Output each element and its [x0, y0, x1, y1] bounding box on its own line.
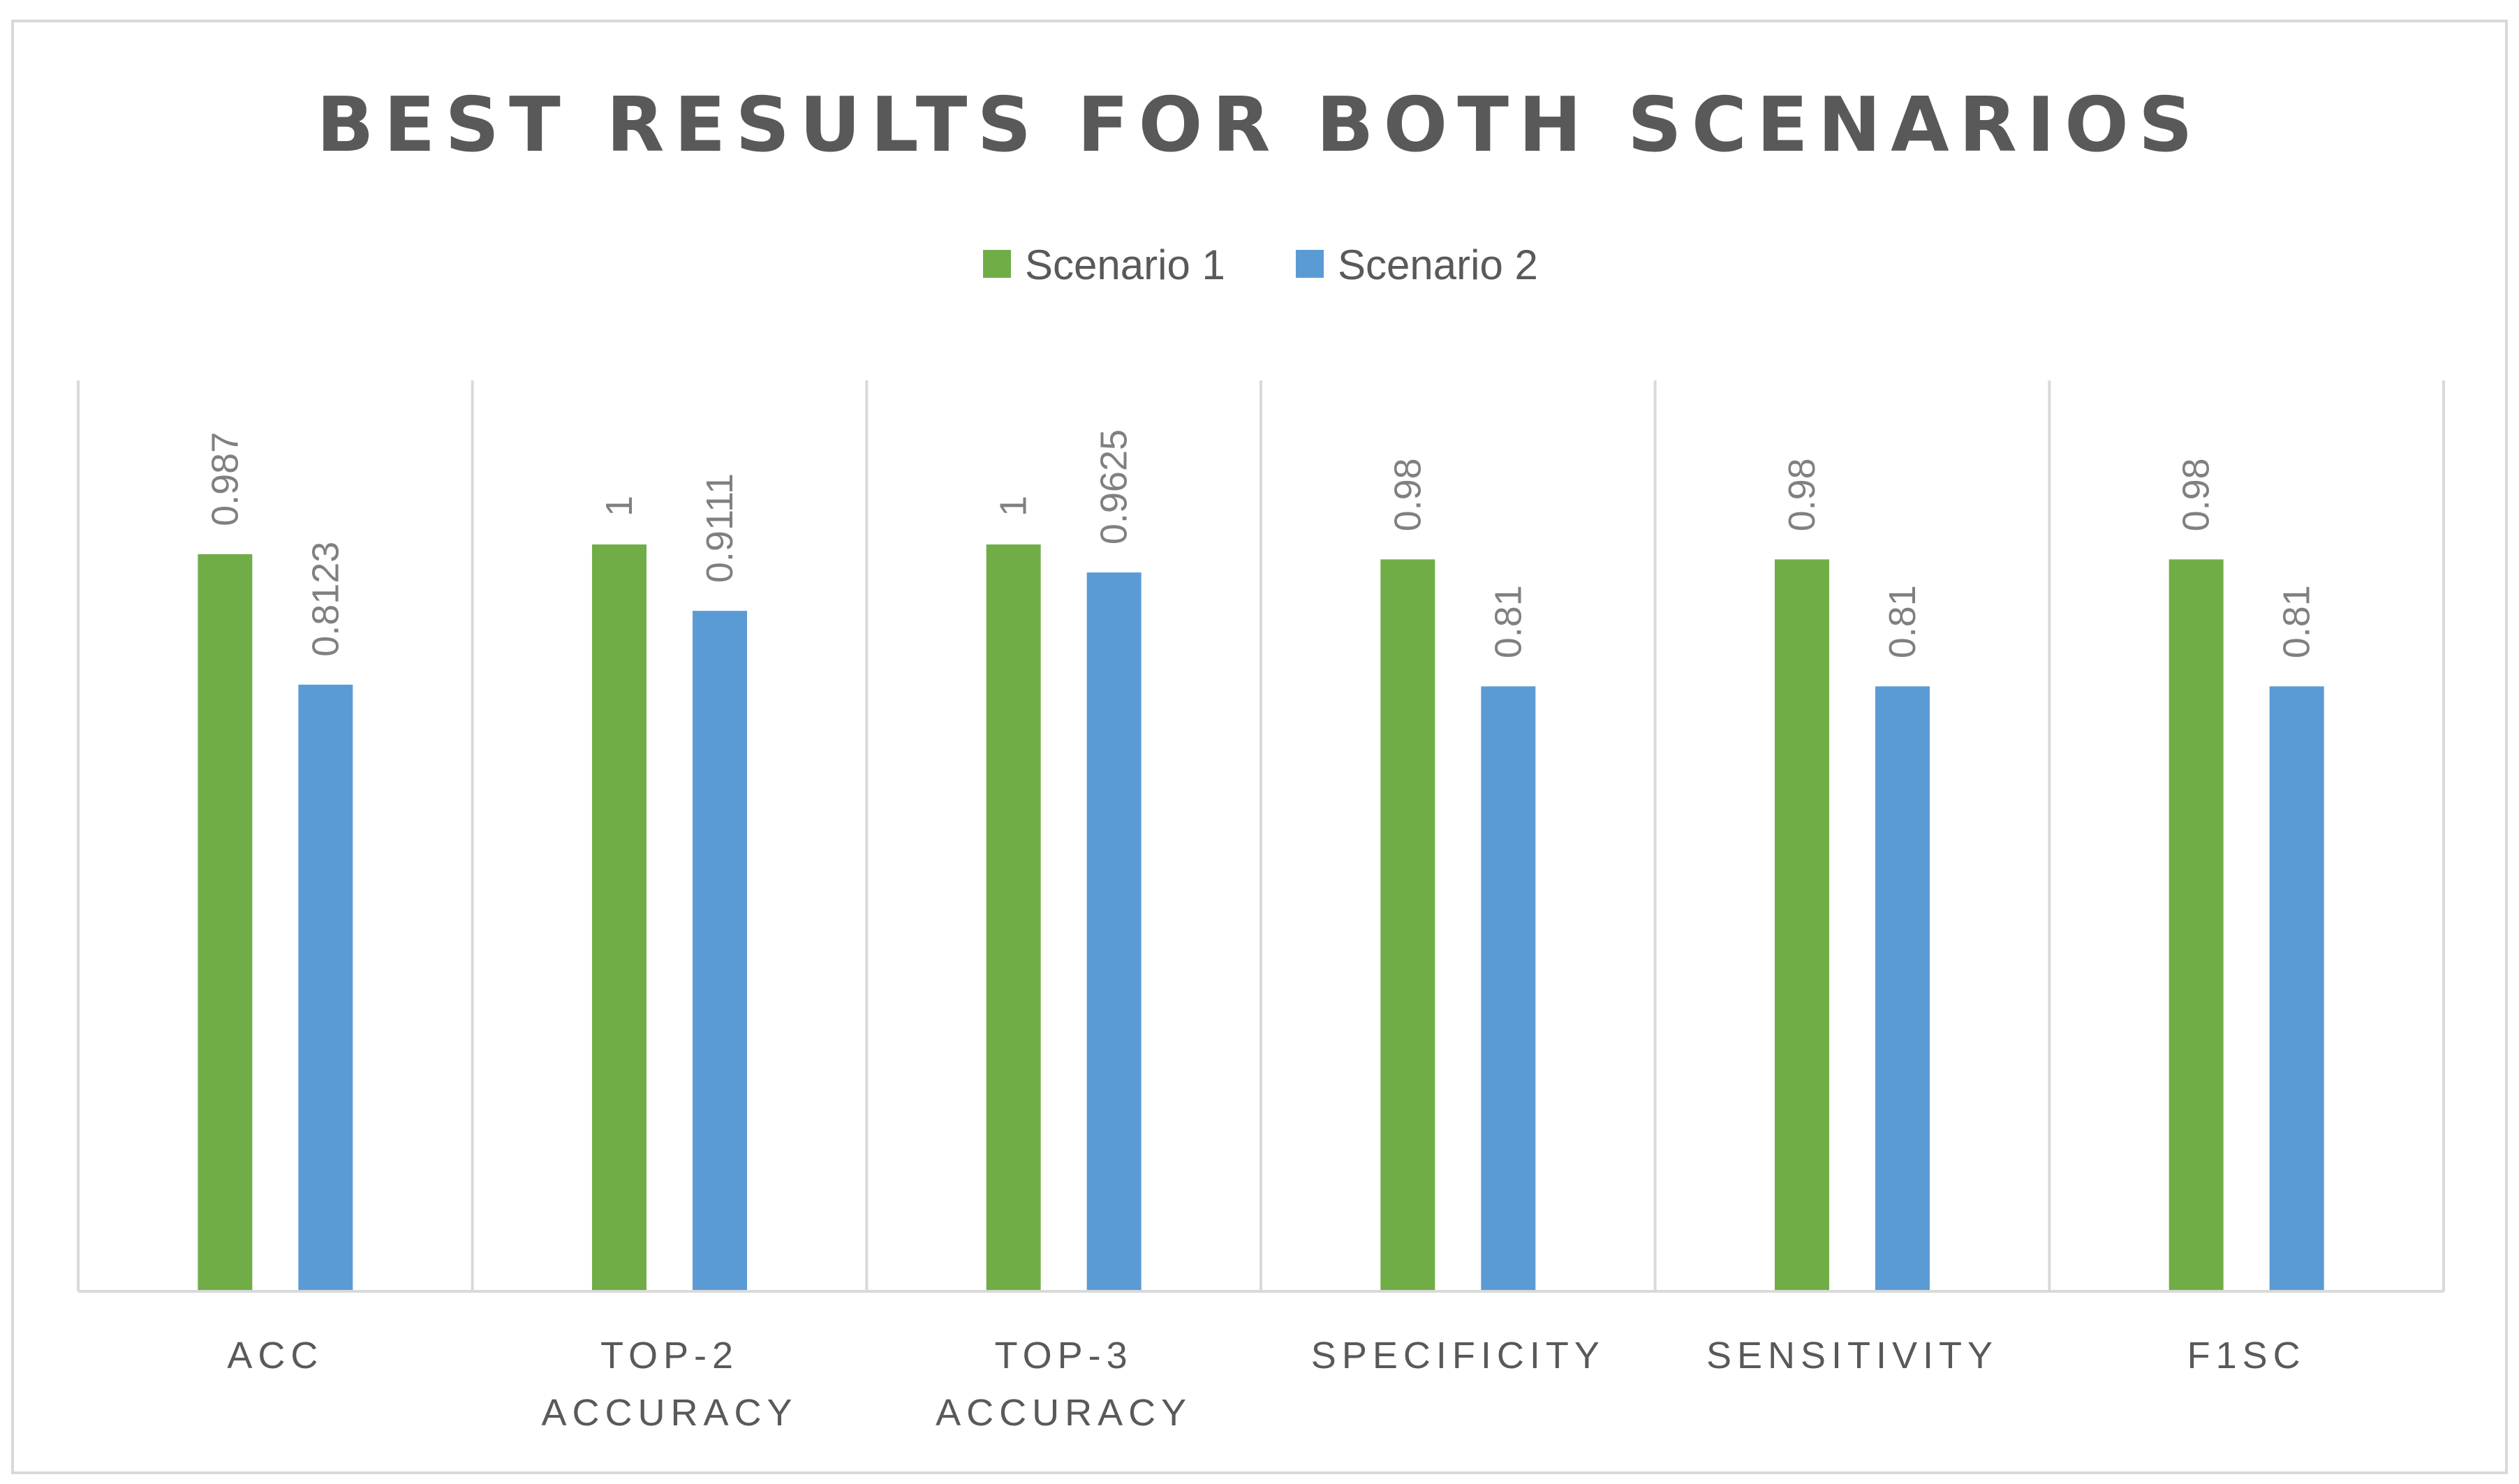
bar-series-2-sensitivity	[1875, 686, 1930, 1291]
data-label-series-1: 0.98	[1387, 458, 1428, 531]
data-label-series-2: 0.8123	[304, 542, 346, 657]
bar-series-2-f1sc	[2269, 686, 2324, 1291]
legend-swatch-series-1	[983, 250, 1011, 278]
category-label: TOP-2	[600, 1335, 739, 1377]
category-label: F1SC	[2187, 1335, 2306, 1377]
legend-label-series-1: Scenario 1	[1025, 242, 1225, 288]
legend-swatch-series-2	[1296, 250, 1324, 278]
category-label: ACC	[227, 1335, 323, 1377]
data-label-series-1: 0.98	[1781, 458, 1823, 531]
data-label-series-2: 0.81	[1487, 585, 1529, 658]
data-label-series-2: 0.81	[1882, 585, 1923, 658]
category-label: ACCURACY	[541, 1392, 797, 1434]
data-label-series-1: 1	[598, 496, 640, 517]
legend-label-series-2: Scenario 2	[1338, 242, 1538, 288]
data-label-series-1: 0.987	[204, 432, 246, 526]
category-label: SENSITIVITY	[1706, 1335, 1998, 1377]
bars	[198, 544, 2324, 1292]
bar-series-1-f1sc	[2169, 559, 2224, 1291]
category-label: SPECIFICITY	[1311, 1335, 1605, 1377]
category-label: ACCURACY	[936, 1392, 1192, 1434]
data-labels: 0.987 0.8123 1 0.9111 1 0.9625 0.98 0.81 0.98 0.8…	[204, 429, 2317, 658]
legend: Scenario 1 Scenario 2	[983, 242, 1538, 288]
bar-series-1-specificity	[1380, 559, 1435, 1291]
data-label-series-2: 0.81	[2276, 585, 2318, 658]
category-label: TOP-3	[995, 1335, 1133, 1377]
category-separators	[77, 380, 2445, 1291]
data-label-series-2: 0.9111	[699, 473, 741, 583]
bar-series-2-top-2-accuracy	[693, 611, 747, 1291]
bar-series-1-top-3-accuracy	[986, 544, 1041, 1291]
data-label-series-2: 0.9625	[1093, 429, 1135, 544]
bar-series-1-top-2-accuracy	[592, 544, 647, 1291]
data-label-series-1: 0.98	[2176, 458, 2217, 531]
data-label-series-1: 1	[993, 496, 1035, 517]
bar-series-2-top-3-accuracy	[1086, 572, 1142, 1291]
bar-series-1-sensitivity	[1775, 559, 1829, 1291]
chart-title: BEST RESULTS FOR BOTH SCENARIOS	[316, 82, 2202, 169]
bar-series-1-acc	[198, 554, 253, 1292]
bar-series-2-specificity	[1481, 686, 1536, 1291]
category-labels: ACC TOP-2 ACCURACY TOP-3 ACCURACY SPECIFICITY…	[227, 1335, 2306, 1434]
bar-series-2-acc	[298, 684, 353, 1291]
